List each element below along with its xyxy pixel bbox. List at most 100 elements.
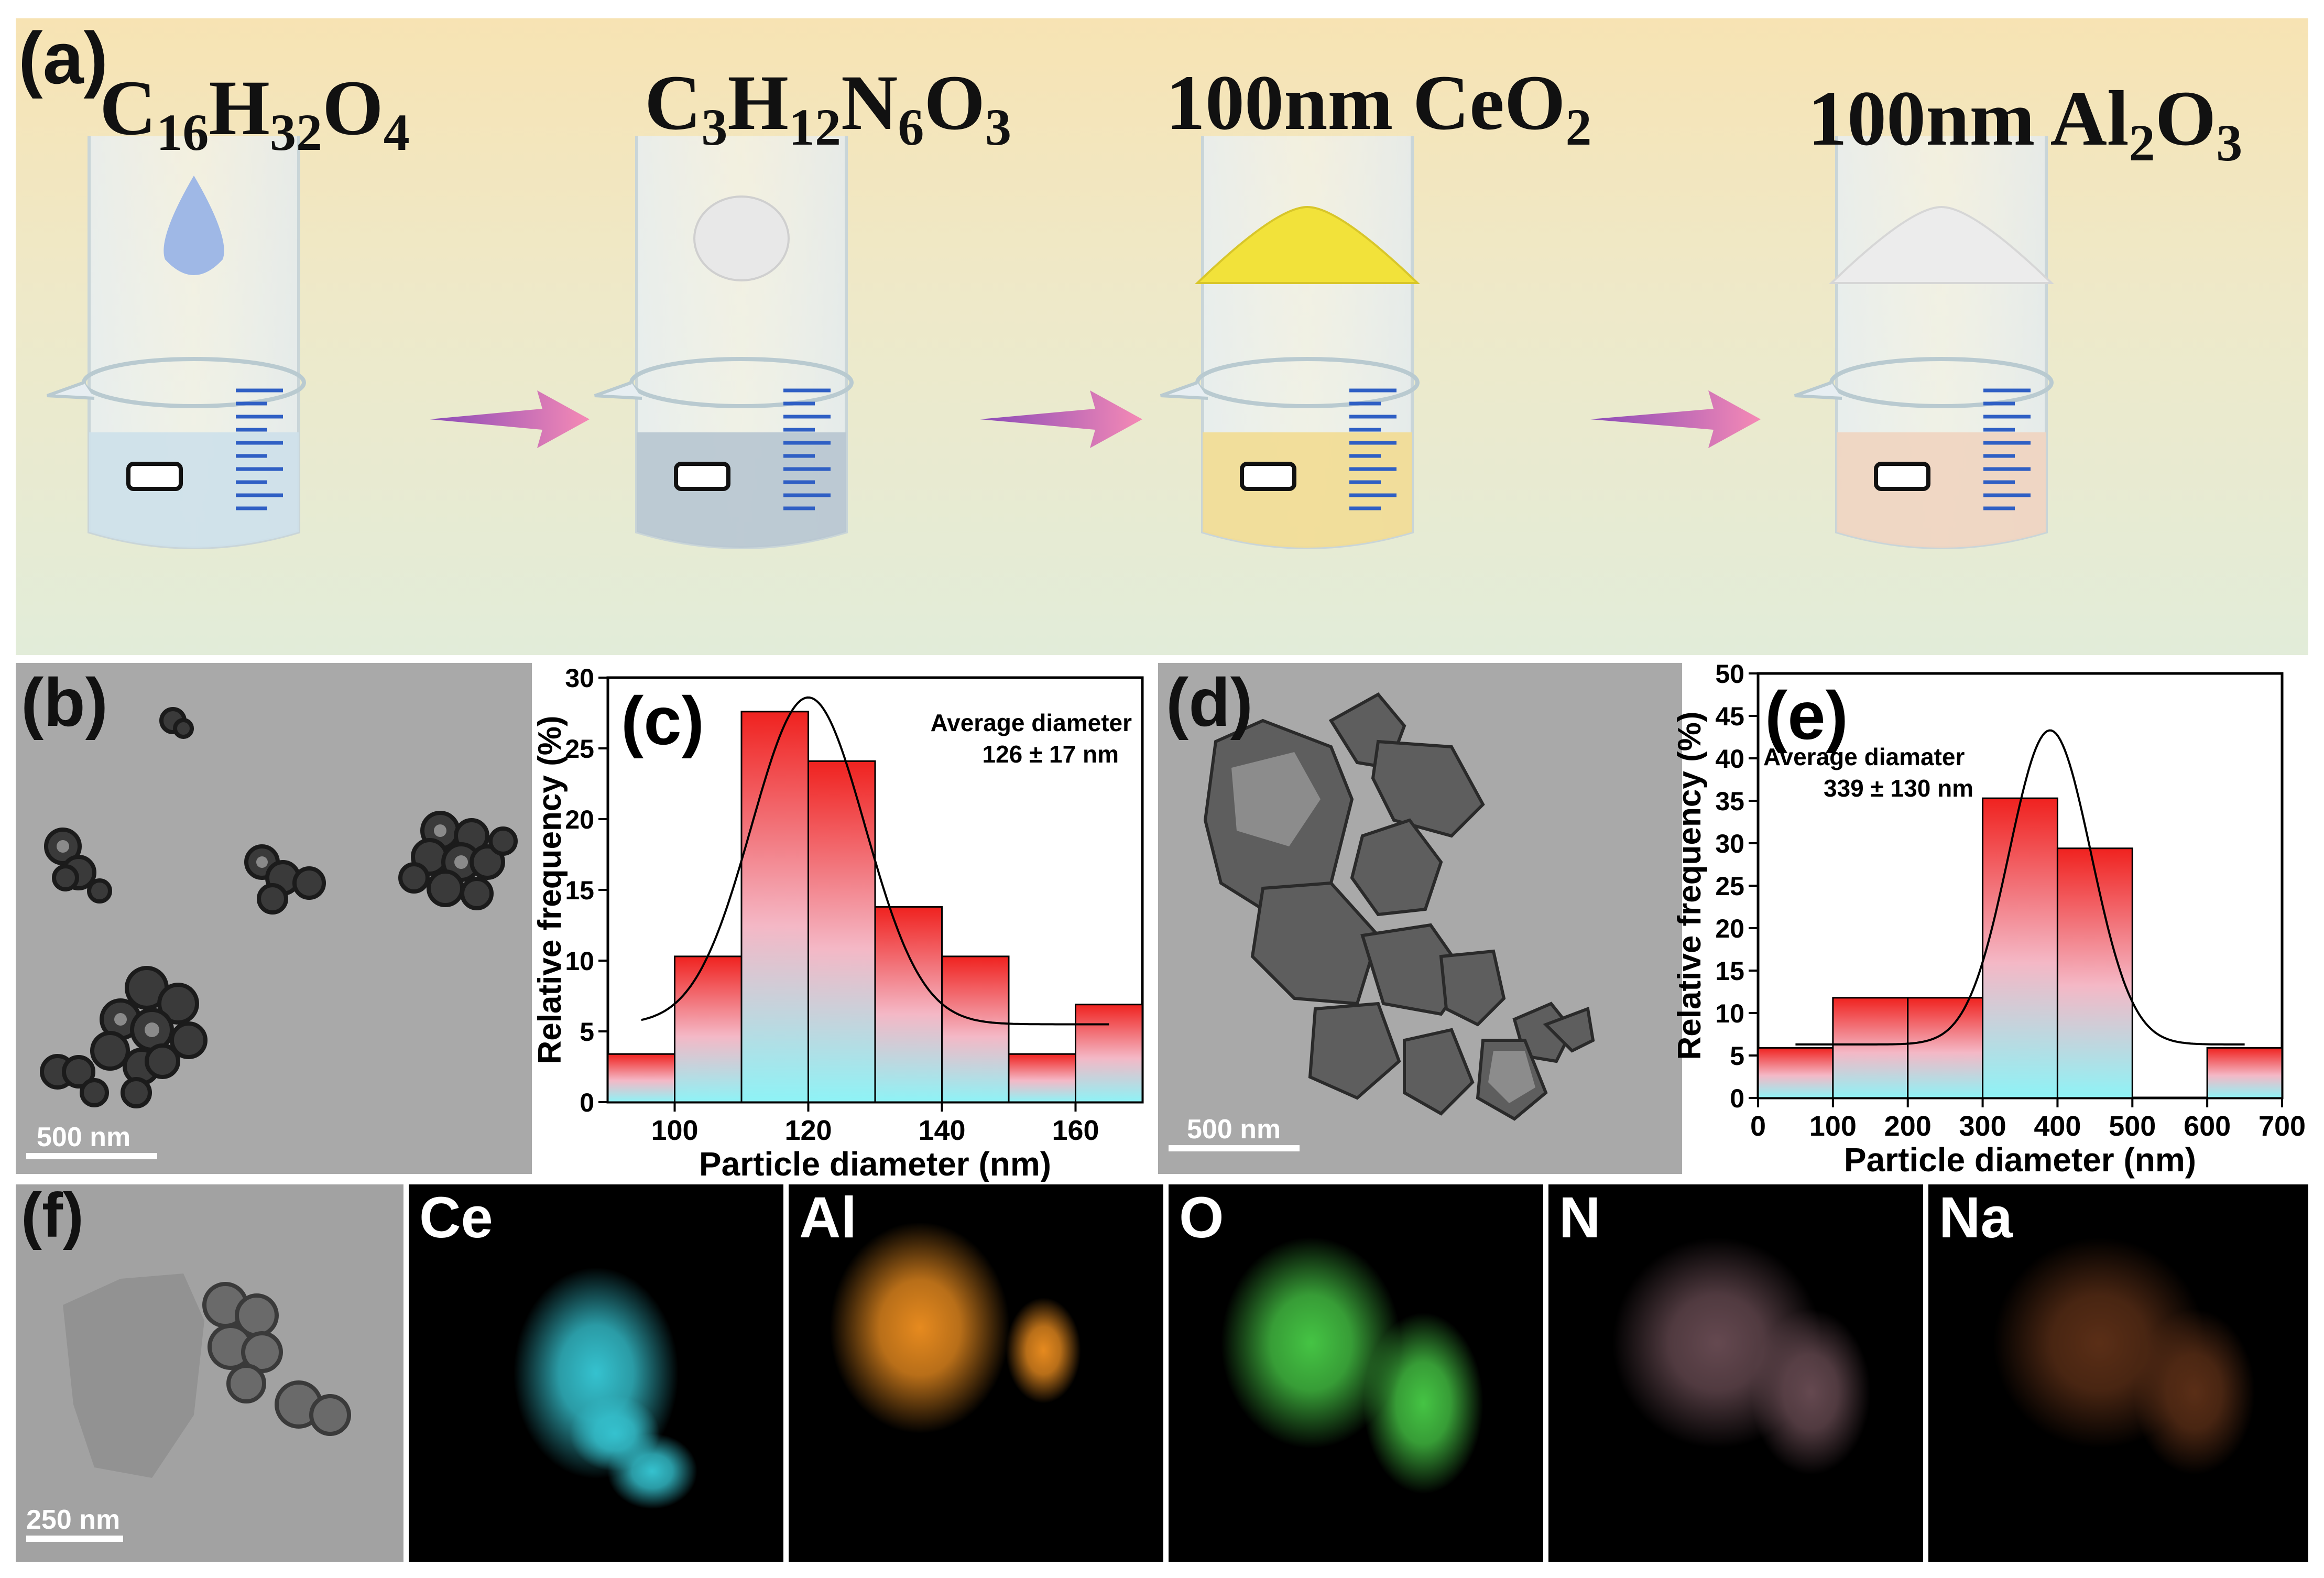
formula-part: 16 (156, 103, 209, 161)
formula-part: O (322, 64, 384, 151)
scale-label-d: 500 nm (1187, 1114, 1281, 1145)
histogram-bar (1907, 997, 1984, 1099)
x-axis-label: Particle diameter (nm) (1844, 1141, 2196, 1179)
x-axis-label: Particle diameter (nm) (699, 1145, 1051, 1182)
stir-bar (1874, 462, 1930, 491)
scale-label-b: 500 nm (37, 1122, 131, 1152)
scale-bar-d (1169, 1145, 1300, 1151)
x-tick-label: 700 (2258, 1111, 2306, 1142)
eds-map-n: N (1548, 1184, 1923, 1562)
eds-label-ce: Ce (419, 1185, 493, 1250)
x-tick-label: 400 (2034, 1111, 2081, 1142)
y-tick-label: 5 (1730, 1041, 1744, 1071)
particle-flakes-d (1203, 692, 1595, 1121)
histogram-bar (1832, 997, 1909, 1099)
formula-part: H (209, 64, 270, 151)
x-tick-label: 600 (2184, 1111, 2231, 1142)
beaker-liquid (89, 432, 299, 548)
annotation-text: Average diamater (1763, 743, 1965, 770)
panel-a-label: (a) (18, 17, 108, 99)
x-tick-label: 300 (1959, 1111, 2006, 1142)
scale-bar-b (26, 1153, 157, 1159)
x-tick-label: 100 (651, 1115, 698, 1146)
eds-glow-n (1548, 1184, 1923, 1562)
beaker-liquid (1203, 432, 1412, 548)
formula-part: H (727, 59, 789, 146)
x-tick-label: 160 (1052, 1115, 1099, 1146)
scale-bar-f (26, 1536, 123, 1542)
y-tick-label: 40 (1715, 744, 1744, 774)
formula-part: 3 (2216, 114, 2243, 172)
histogram-bar (1982, 797, 2058, 1099)
histogram-bar (1075, 1004, 1143, 1103)
histogram-bar (2206, 1047, 2283, 1099)
y-tick-label: 10 (1715, 999, 1744, 1028)
formula-part: 32 (270, 103, 323, 161)
process-arrow-1 (430, 390, 590, 448)
process-arrow-3 (1590, 390, 1761, 448)
formula-part: 3 (701, 98, 728, 156)
eds-glow-o (1169, 1184, 1543, 1562)
annotation-text: 126 ± 17 nm (982, 741, 1119, 768)
histogram-bar (674, 955, 743, 1103)
formula-part: N (841, 59, 898, 146)
x-tick-label: 140 (918, 1115, 965, 1146)
y-axis-label: Relative frequency (%) (1672, 712, 1708, 1060)
eds-map-na: Na (1928, 1184, 2308, 1562)
stir-bar (1240, 462, 1296, 491)
formula-text: C (100, 64, 157, 151)
beaker-liquid (637, 432, 846, 548)
panel-b-label: (b) (21, 664, 108, 741)
particle-image-f (63, 1274, 351, 1478)
panel-f-label: (f) (21, 1180, 84, 1250)
haadf-image-f: 250 nm (16, 1184, 403, 1562)
histogram-bar (740, 711, 809, 1103)
y-tick-label: 25 (1715, 872, 1744, 901)
eds-glow-na (1928, 1184, 2308, 1562)
histogram-bar (808, 760, 876, 1103)
beaker-spout (1160, 381, 1208, 400)
y-tick-label: 10 (565, 946, 594, 976)
y-tick-label: 25 (565, 734, 594, 764)
formula-text: 100nm Al (1808, 75, 2129, 162)
x-tick-label: 200 (1884, 1111, 1932, 1142)
formula-text: 100nm CeO (1166, 59, 1566, 146)
panel-d-label: (d) (1166, 664, 1253, 741)
eds-glow-ce (409, 1184, 783, 1562)
annotation-text: Average diameter (931, 709, 1132, 736)
histogram-bar (941, 955, 1010, 1103)
formula-part: 2 (1565, 98, 1592, 156)
y-tick-label: 0 (1730, 1084, 1744, 1113)
eds-map-ce: Ce (409, 1184, 783, 1562)
process-arrow-2 (980, 390, 1142, 448)
beaker-spout (1794, 381, 1842, 400)
y-tick-label: 45 (1715, 702, 1744, 731)
stir-bar (674, 462, 730, 491)
formula-part: 12 (789, 98, 842, 156)
formula-part: 3 (985, 98, 1012, 156)
x-tick-label: 500 (2109, 1111, 2156, 1142)
y-tick-label: 30 (565, 663, 594, 693)
beaker-spout (594, 381, 642, 400)
annotation-text: 339 ± 130 nm (1824, 775, 1973, 802)
histogram-bar (1757, 1047, 1834, 1099)
gaussian-fit-line (641, 696, 1109, 1026)
stir-bar (126, 462, 183, 491)
y-tick-label: 15 (565, 876, 594, 905)
formula-part: O (2155, 75, 2217, 162)
formula-step-3: 100nm CeO2 (1166, 58, 1591, 157)
formula-part: O (924, 59, 986, 146)
gaussian-fit-line (1795, 729, 2245, 1046)
powder-pile-icon (1195, 205, 1420, 284)
chart-c: 100 120 140 160 0 5 10 15 20 25 30 Particle diamete… (532, 663, 1144, 1182)
y-tick-label: 5 (580, 1017, 594, 1047)
y-tick-label: 0 (580, 1088, 594, 1117)
formula-part: 2 (2129, 114, 2155, 172)
beaker-4 (1794, 136, 2054, 549)
formula-part: 4 (383, 103, 410, 161)
eds-label-n: N (1559, 1185, 1601, 1250)
x-tick-label: 100 (1809, 1111, 1857, 1142)
scale-label-f: 250 nm (26, 1505, 121, 1535)
y-tick-label: 20 (565, 805, 594, 834)
y-tick-label: 35 (1715, 787, 1744, 816)
